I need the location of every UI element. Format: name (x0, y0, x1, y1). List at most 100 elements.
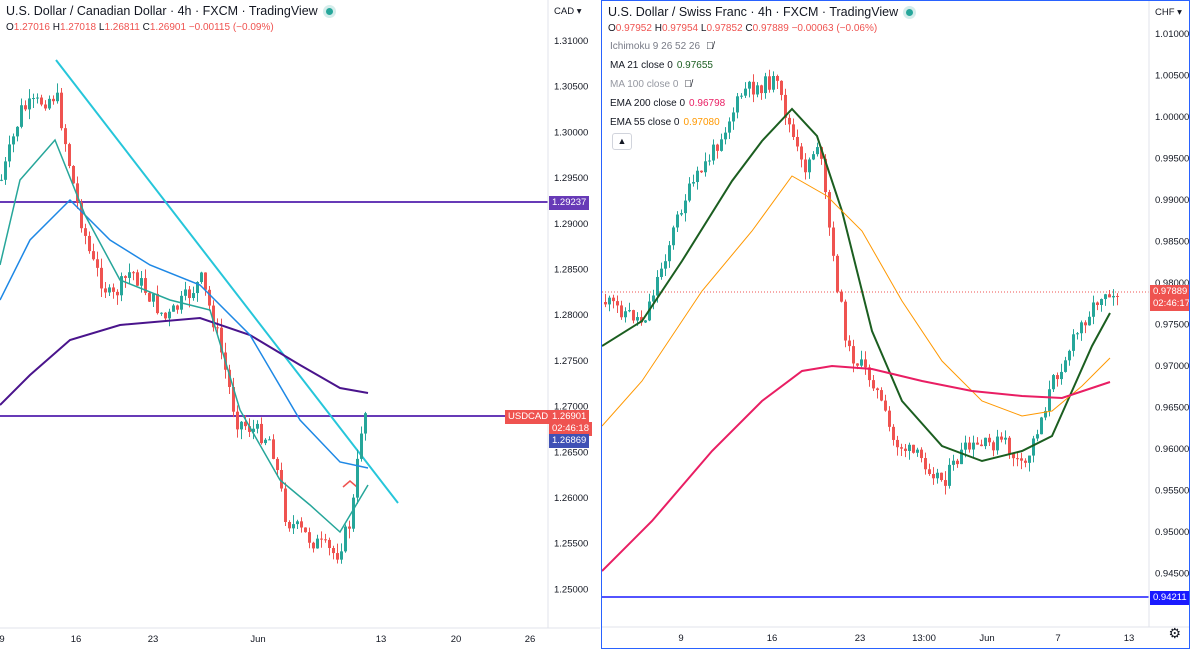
candle-body (216, 327, 219, 329)
eye-hidden-icon[interactable]: 👁̸ (706, 41, 714, 52)
time-tick-label: 16 (767, 633, 778, 644)
eye-hidden-icon[interactable]: 👁̸ (684, 79, 692, 90)
candle-body (844, 301, 847, 341)
price-tick-label: 0.98000 (1155, 278, 1189, 289)
candle-body (940, 472, 943, 481)
candle-body (840, 291, 843, 302)
candle-body (968, 442, 971, 450)
candle-body (248, 426, 251, 432)
usdcad-chart-pane[interactable]: 1.31000 1.30500 1.30000 1.29500 1.29000 1.285… (0, 0, 600, 649)
candle-body (76, 183, 79, 203)
candle-body (320, 538, 323, 540)
candle-body (256, 423, 259, 429)
ma-blue-line (0, 198, 369, 469)
candle-body (620, 305, 623, 318)
candle-body (1112, 295, 1115, 298)
candle-body (900, 447, 903, 449)
candle-body (988, 437, 991, 443)
candle-body (272, 439, 275, 459)
candle-body (128, 272, 131, 278)
candle-body (200, 272, 203, 283)
indicator-ichimoku[interactable]: Ichimoku 9 26 52 26 👁̸ (610, 41, 714, 52)
candle-body (696, 170, 699, 183)
candle-body (296, 521, 299, 525)
candle-body (36, 97, 39, 99)
candle-body (136, 272, 139, 286)
usdchf-title[interactable]: U.S. Dollar / Swiss Franc · 4h · FXCM · … (608, 5, 914, 19)
price-tick-label: 1.28000 (554, 310, 588, 321)
candle-body (664, 261, 667, 269)
candle-body (672, 227, 675, 246)
ma-21-line (602, 107, 1111, 463)
candle-body (996, 436, 999, 451)
candle-body (52, 98, 55, 102)
candle-body (1092, 302, 1095, 317)
usdcad-title[interactable]: U.S. Dollar / Canadian Dollar · 4h · FXC… (6, 4, 333, 18)
candle-body (760, 85, 763, 94)
price-tick-label: 1.27500 (554, 356, 588, 367)
candle-body (916, 449, 919, 453)
usdchf-chart-canvas[interactable]: 1.01000 1.00500 1.00000 0.99500 0.99000 0.985… (602, 1, 1190, 649)
candle-body (720, 139, 723, 151)
candle-body (60, 92, 63, 129)
price-tick-label: 1.26500 (554, 447, 588, 458)
price-tick-label: 1.01000 (1155, 29, 1189, 40)
candle-body (1064, 360, 1067, 372)
candle-body (864, 359, 867, 368)
indicator-ema55[interactable]: EMA 55 close 0 0.97080 (610, 117, 720, 128)
candle-body (168, 311, 171, 319)
candle-body (1100, 299, 1103, 306)
candle-body (4, 161, 7, 180)
candle-body (184, 289, 187, 296)
indicator-ma21[interactable]: MA 21 close 0 0.97655 (610, 60, 713, 71)
price-tick-label: 1.25000 (554, 584, 588, 595)
candle-body (880, 390, 883, 401)
candle-body (164, 312, 167, 319)
candle-body (344, 526, 347, 552)
candle-body (800, 146, 803, 160)
price-tick-label: 0.97000 (1155, 361, 1189, 372)
price-tick-label: 0.95500 (1155, 486, 1189, 497)
usdcad-ohlc: O1.27016 H1.27018 L1.26811 C1.26901 −0.0… (6, 22, 274, 33)
price-tick-label: 1.29500 (554, 173, 588, 184)
candle-body (748, 81, 751, 89)
price-tick-label: 1.30500 (554, 82, 588, 93)
indicator-ma100[interactable]: MA 100 close 0 👁̸ (610, 79, 692, 90)
candle-body (960, 449, 963, 465)
candle-body (328, 539, 331, 549)
candle-body (1084, 322, 1087, 326)
candle-body (904, 448, 907, 451)
time-tick-label: 9 (678, 633, 683, 644)
candle-body (632, 310, 635, 321)
price-tick-label: 1.31000 (554, 36, 588, 47)
price-tick-label: 0.94500 (1155, 569, 1189, 580)
candle-body (656, 276, 659, 296)
candle-body (920, 449, 923, 459)
candle-body (152, 293, 155, 302)
collapse-indicators-button[interactable]: ▲ (612, 133, 632, 150)
ma-price-tag: 1.26869 (549, 434, 590, 448)
indicator-ema200[interactable]: EMA 200 close 0 0.96798 (610, 98, 726, 109)
candle-body (56, 92, 59, 102)
time-tick-label: 7 (1055, 633, 1060, 644)
usdcad-chart-canvas[interactable]: 1.31000 1.30500 1.30000 1.29500 1.29000 1.285… (0, 0, 600, 649)
candle-body (828, 192, 831, 228)
usdchf-chart-pane[interactable]: 1.01000 1.00500 1.00000 0.99500 0.99000 0.985… (601, 0, 1190, 649)
candle-body (668, 245, 671, 262)
candle-body (812, 154, 815, 160)
candle-body (876, 388, 879, 391)
candle-body (284, 488, 287, 523)
candle-body (96, 259, 99, 268)
candle-body (12, 136, 15, 145)
candle-body (196, 282, 199, 294)
candle-body (88, 235, 91, 252)
candle-body (604, 302, 607, 305)
candle-body (268, 439, 271, 441)
price-tick-label: 1.27000 (554, 402, 588, 413)
candle-body (860, 359, 863, 366)
candle-body (1116, 295, 1119, 297)
candle-body (16, 126, 19, 137)
hline-price-label: 0.94211 (1150, 591, 1189, 605)
gear-icon[interactable]: ⚙ (1168, 625, 1181, 641)
candle-body (956, 460, 959, 465)
